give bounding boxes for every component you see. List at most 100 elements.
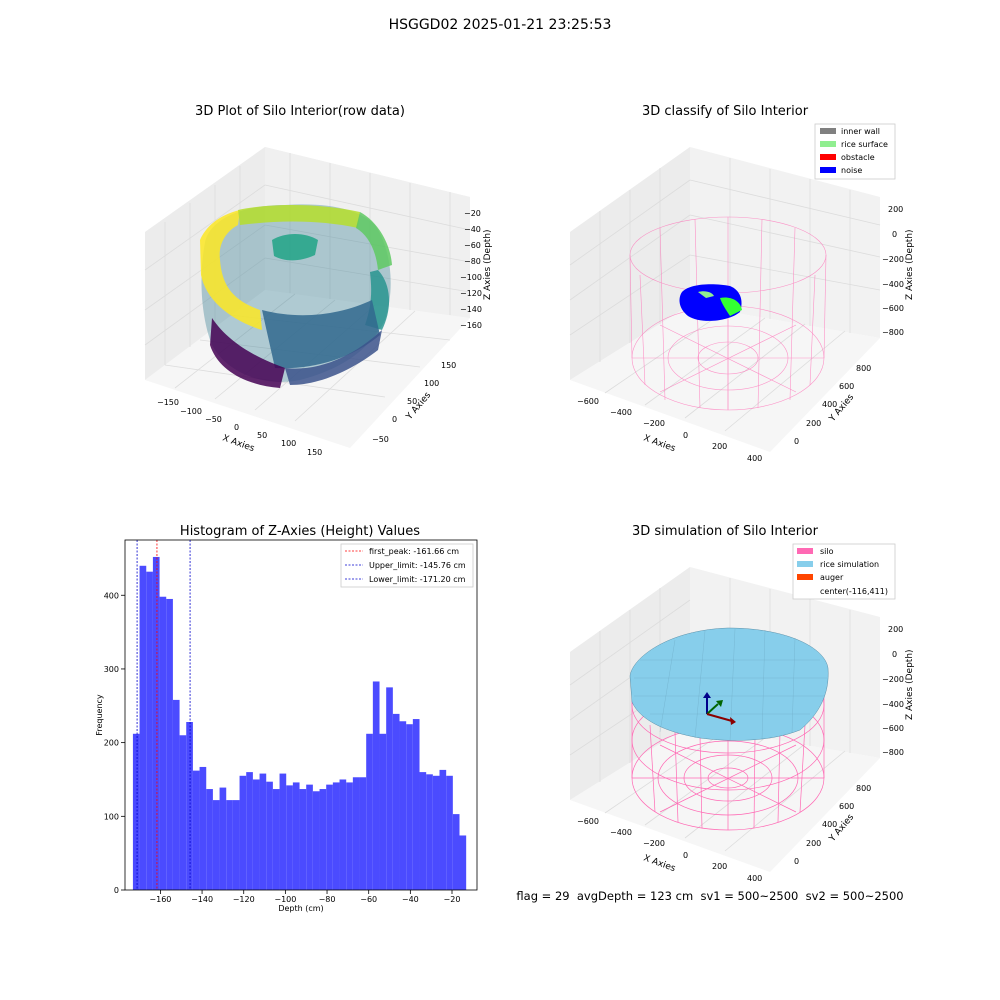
- histogram-bar: [239, 775, 247, 890]
- histogram-bar: [272, 789, 280, 890]
- histogram-bar: [266, 781, 273, 890]
- p4-ztick-label: −400: [882, 700, 904, 709]
- histogram-legend: first_peak: -161.66 cm Upper_limit: -145…: [340, 543, 474, 588]
- legend-label-noise: noise: [841, 166, 862, 175]
- p4-ztick-label: −600: [882, 724, 904, 733]
- p2-ytick-label: 400: [822, 400, 837, 409]
- p1-xtick-label: 0: [234, 423, 239, 432]
- histogram-bar: [252, 779, 260, 890]
- hist-ytick-label: 100: [104, 812, 119, 821]
- histogram-bar: [279, 773, 287, 890]
- p2-ztick-label: 0: [892, 230, 897, 239]
- histogram-bar: [392, 713, 400, 890]
- histogram-axes-frame: [124, 539, 478, 891]
- histogram-bar: [159, 596, 167, 890]
- histogram-reference-lines: [136, 540, 191, 890]
- legend-label-lower-limit: Lower_limit: -171.20 cm: [369, 575, 466, 584]
- p2-xtick-label: −200: [643, 419, 665, 428]
- p4-ztick-label: 200: [888, 625, 903, 634]
- panel4-ytick-labels: 0 200 400 600 800: [794, 784, 871, 866]
- histogram-bar: [419, 772, 427, 890]
- p2-xtick-label: −600: [577, 397, 599, 406]
- figure-title: HSGGD02 2025-01-21 23:25:53: [388, 17, 612, 33]
- histogram-bar: [452, 814, 460, 890]
- histogram-bar: [132, 733, 140, 890]
- legend-swatch-inner-wall: [820, 128, 836, 134]
- panel2-xtick-labels: −600 −400 −200 0 200 400: [577, 397, 762, 463]
- p4-xtick-label: −600: [577, 817, 599, 826]
- panel2-ztick-labels: 200 0 −200 −400 −600 −800: [882, 205, 904, 337]
- p2-ytick-label: 0: [794, 437, 799, 446]
- hist-ytick-label: 200: [104, 739, 119, 748]
- panel4-legend: silo rice simulation auger center(-116,4…: [792, 543, 896, 600]
- legend-swatch-rice-surface: [820, 141, 836, 147]
- histogram-bar: [206, 789, 213, 890]
- p1-ztick-label: −160: [460, 321, 482, 330]
- legend-label-rice-surface: rice surface: [841, 140, 888, 149]
- hist-ytick-label: 0: [114, 886, 119, 895]
- p4-zlabel: Z Axies (Depth): [905, 649, 915, 720]
- p4-xtick-label: 400: [747, 874, 762, 883]
- p1-ztick-label: −40: [464, 225, 481, 234]
- p4-xtick-label: 200: [712, 862, 727, 871]
- hist-xtick-label: −100: [274, 895, 296, 904]
- p2-xtick-label: 0: [683, 431, 688, 440]
- p2-ztick-label: −800: [882, 328, 904, 337]
- histogram-bar: [146, 571, 153, 890]
- p2-ztick-label: −600: [882, 304, 904, 313]
- p1-ytick-label: −50: [372, 435, 389, 444]
- p1-ztick-label: −100: [460, 273, 482, 282]
- p4-ztick-label: 0: [892, 650, 897, 659]
- p1-ytick-label: 0: [392, 415, 397, 424]
- histogram-bar: [372, 681, 380, 890]
- histogram-bar: [172, 699, 180, 890]
- legend-label-first-peak: first_peak: -161.66 cm: [369, 547, 459, 556]
- histogram-bar: [232, 800, 240, 890]
- p1-ztick-label: −140: [460, 305, 482, 314]
- hist-xtick-label: −40: [402, 895, 419, 904]
- legend-swatch-silo: [797, 548, 813, 554]
- p2-zlabel: Z Axies (Depth): [905, 229, 915, 300]
- panel4-rice-surface: [629, 627, 829, 742]
- histogram-bar: [319, 789, 327, 890]
- p4-xtick-label: 0: [683, 851, 688, 860]
- hist-xtick-label: −120: [233, 895, 255, 904]
- hist-ytick-label: 300: [104, 665, 119, 674]
- panel2-3d-classify: inner wall rice surface obstacle noise −…: [569, 123, 915, 463]
- p4-ztick-label: −200: [882, 675, 904, 684]
- panel1-title: 3D Plot of Silo Interior(row data): [195, 104, 405, 119]
- panel4-3d-simulation: silo rice simulation auger center(-116,4…: [569, 543, 915, 883]
- p4-ztick-label: −800: [882, 748, 904, 757]
- p4-xtick-label: −400: [610, 828, 632, 837]
- histogram-bar: [219, 787, 227, 890]
- p1-ytick-label: 150: [441, 361, 456, 370]
- legend-swatch-rice-simulation: [797, 561, 813, 567]
- histogram-bar: [332, 782, 340, 890]
- histogram-bar: [406, 724, 413, 890]
- p1-ztick-label: −20: [464, 209, 481, 218]
- histogram-bar: [352, 777, 360, 890]
- histogram-bar: [339, 779, 347, 890]
- histogram-bar: [312, 791, 320, 890]
- legend-label-obstacle: obstacle: [841, 153, 875, 162]
- p2-ytick-label: 200: [806, 419, 821, 428]
- p1-ytick-label: 100: [424, 379, 439, 388]
- histogram-bar: [299, 789, 307, 890]
- legend-label-center: center(-116,411): [820, 587, 888, 596]
- histogram-xticks: −160 −140 −120 −100 −80 −60 −40 −20: [149, 890, 460, 904]
- p1-ztick-label: −60: [464, 241, 481, 250]
- panel3-histogram: −160 −140 −120 −100 −80 −60 −40 −20 0 100 200 300 4…: [95, 539, 478, 913]
- p2-ztick-label: 200: [888, 205, 903, 214]
- histogram-bar: [346, 782, 353, 890]
- histogram-bar: [366, 733, 373, 890]
- p1-xtick-label: 100: [281, 439, 296, 448]
- histogram-bar: [152, 556, 160, 890]
- histogram-yticks: 0 100 200 300 400: [104, 591, 125, 895]
- p1-xtick-label: −50: [205, 415, 222, 424]
- panel1-ytick-labels: −50 0 50 100 150: [372, 361, 456, 444]
- legend-label-rice-simulation: rice simulation: [820, 560, 879, 569]
- panel1-3d-scatter: −150 −100 −50 0 50 100 150 −50 0 50 100 …: [144, 147, 493, 457]
- p2-ztick-label: −200: [882, 255, 904, 264]
- histogram-bar: [166, 598, 173, 890]
- p1-ztick-label: −120: [460, 289, 482, 298]
